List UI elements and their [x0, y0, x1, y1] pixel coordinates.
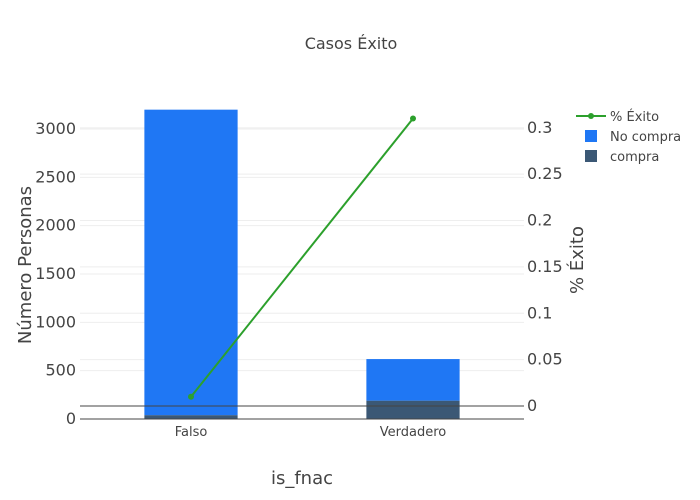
legend-label-no-compra: No compra — [610, 130, 681, 145]
y2-tick-label: 0.25 — [527, 164, 563, 183]
y-axis-title: Número Personas — [15, 186, 36, 344]
y-tick-label: 2000 — [35, 216, 76, 235]
bar-compra-falso — [144, 415, 238, 419]
legend-swatch-compra — [585, 150, 597, 162]
axes: 0 500 1000 1500 2000 2500 3000 0 0.05 0.1 0.15 0.2 0… — [35, 118, 562, 440]
legend[interactable]: % Éxito No compra compra — [576, 109, 681, 165]
bar-compra-verdadero — [366, 400, 460, 419]
bar-no-compra-verdadero — [366, 359, 460, 401]
x-axis-title: is_fnac — [271, 468, 333, 489]
y-tick-label: 2500 — [35, 167, 76, 186]
y-tick-label: 1500 — [35, 264, 76, 283]
legend-label-xito: % Éxito — [610, 109, 659, 125]
point-exito-verdadero — [410, 115, 416, 122]
legend-label-compra: compra — [610, 150, 659, 165]
y2-tick-label: 0.3 — [527, 118, 552, 137]
y2-tick-label: 0.2 — [527, 211, 552, 230]
bars — [144, 109, 460, 419]
y2-tick-label: 0.1 — [527, 303, 552, 322]
y-tick-label: 3000 — [35, 119, 76, 138]
legend-swatch-no-compra — [585, 130, 597, 142]
y2-tick-label: 0.05 — [527, 350, 563, 369]
y2-tick-label: 0.15 — [527, 257, 563, 276]
bar-no-compra-falso — [144, 109, 238, 416]
chart-title: Casos Éxito — [305, 34, 398, 53]
line-series — [188, 115, 416, 400]
x-tick-label: Falso — [175, 425, 208, 440]
y2-axis-title: % Éxito — [566, 226, 588, 294]
line-exito — [190, 117, 414, 398]
y-tick-label: 0 — [66, 409, 76, 428]
legend-marker-xito — [588, 113, 594, 119]
point-exito-falso — [188, 393, 194, 400]
y-tick-label: 1000 — [35, 312, 76, 331]
x-tick-label: Verdadero — [380, 425, 447, 440]
y2-tick-label: 0 — [527, 396, 537, 415]
y-tick-label: 500 — [45, 361, 76, 380]
